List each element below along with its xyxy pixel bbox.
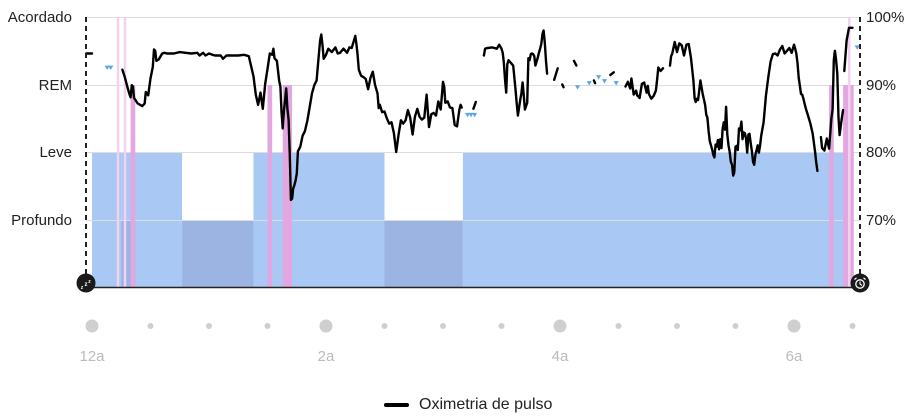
zzz-icon-bg [76, 273, 96, 293]
timeline-major-dot [787, 319, 801, 333]
grid-lines [86, 17, 860, 221]
timeline-dot [849, 323, 856, 329]
spo2-line-segment [843, 26, 854, 73]
x-tick-label: 12a [79, 348, 105, 365]
timeline-dot [498, 323, 505, 329]
timeline-dot [732, 323, 739, 329]
spo2-line-segment [819, 49, 845, 152]
alarm-hands [859, 281, 863, 286]
stage-block-profundo [384, 220, 463, 287]
spo2-marker [464, 112, 471, 118]
spo2-line-segment [609, 71, 615, 77]
stage-block-leve [253, 152, 385, 287]
timeline-dot [381, 323, 388, 329]
y-left-label: Profundo [11, 212, 72, 229]
stage-block-leve [462, 152, 854, 287]
legend[interactable]: Oximetria de pulso [384, 396, 552, 413]
timeline-major-dot [553, 319, 567, 333]
axes [85, 17, 861, 289]
spo2-line-segment [472, 100, 477, 110]
rem-block [130, 85, 136, 287]
timeline-dot [206, 323, 212, 329]
spo2-marker [601, 79, 608, 84]
rem-block [829, 85, 834, 287]
y-right-label: 100% [866, 9, 904, 26]
spo2-line-segment [482, 29, 549, 117]
y-left-label: Acordado [8, 9, 72, 26]
spo2-marker [574, 85, 581, 90]
y-left-label: Leve [39, 144, 72, 161]
stage-block-profundo [182, 220, 254, 287]
legend-label[interactable]: Oximetria de pulso [419, 396, 552, 413]
x-tick-label: 4a [552, 348, 569, 365]
spo2-marker [854, 45, 860, 50]
spo2-marker [471, 112, 478, 118]
stage-blocks [92, 152, 854, 287]
timeline-dot [615, 323, 622, 329]
axis-labels: Acordado REM Leve Profundo 100% 90% 80% 70% [8, 9, 905, 229]
alarm-face [855, 279, 865, 289]
spo2-line-segment [561, 83, 565, 89]
timeline-major-dot [85, 319, 99, 333]
spo2-marker [468, 112, 474, 118]
y-left-label: REM [39, 77, 72, 94]
zzz-letter: z [85, 282, 88, 288]
spo2-line [85, 26, 854, 202]
spo2-line-segment [553, 67, 559, 81]
awake-line [847, 17, 851, 287]
rem-block [267, 85, 273, 287]
timeline-dot [147, 323, 154, 329]
spo2-marker [586, 81, 592, 86]
timeline: 12a 2a 4a 6a [79, 319, 856, 365]
spo2-marker [596, 75, 602, 80]
spo2-line-segment [592, 79, 597, 85]
timeline-dot [674, 323, 680, 329]
y-right-label: 90% [866, 77, 896, 94]
zzz-letter: z [81, 285, 84, 291]
awake-line [123, 17, 127, 287]
stage-block-leve [92, 152, 122, 287]
alarm-clock-icon [850, 273, 870, 293]
spo2-line-segment [624, 66, 665, 100]
rem-blocks [116, 17, 854, 287]
timeline-dot [264, 323, 271, 329]
x-tick-label: 2a [318, 348, 335, 365]
spo2-marker [108, 65, 114, 71]
spo2-line-segment [121, 33, 463, 202]
timeline-dot [440, 323, 446, 329]
y-right-label: 80% [866, 144, 896, 161]
spo2-markers [104, 45, 860, 118]
zzz-letter: z [88, 279, 91, 285]
alarm-bells [854, 277, 866, 280]
rem-block [282, 85, 293, 287]
spo2-line-segment [668, 40, 819, 177]
x-tick-label: 6a [786, 348, 803, 365]
spo2-marker [613, 81, 619, 86]
spo2-line-segment [572, 59, 578, 67]
spo2-marker [104, 65, 110, 71]
timeline-major-dot [319, 319, 333, 333]
y-right-label: 70% [866, 212, 896, 229]
awake-line [116, 17, 120, 287]
